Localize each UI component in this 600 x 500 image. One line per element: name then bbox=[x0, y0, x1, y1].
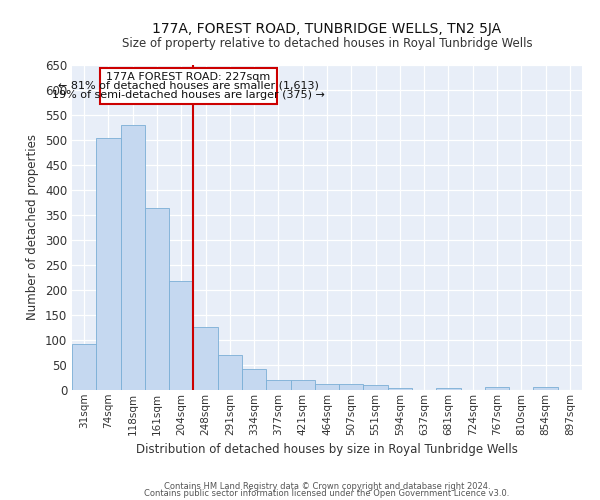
Bar bbox=[96, 138, 121, 390]
Bar bbox=[485, 386, 509, 390]
Bar bbox=[121, 125, 145, 390]
Bar bbox=[315, 384, 339, 390]
Bar bbox=[364, 385, 388, 390]
Bar bbox=[242, 369, 266, 390]
Bar bbox=[290, 380, 315, 390]
Bar bbox=[72, 344, 96, 390]
Bar bbox=[218, 355, 242, 390]
Bar bbox=[266, 380, 290, 390]
Bar bbox=[193, 326, 218, 390]
Text: 177A FOREST ROAD: 227sqm: 177A FOREST ROAD: 227sqm bbox=[106, 72, 271, 82]
Bar bbox=[339, 384, 364, 390]
Bar bbox=[533, 386, 558, 390]
Bar bbox=[145, 208, 169, 390]
Text: Contains HM Land Registry data © Crown copyright and database right 2024.: Contains HM Land Registry data © Crown c… bbox=[164, 482, 490, 491]
Text: ← 81% of detached houses are smaller (1,613): ← 81% of detached houses are smaller (1,… bbox=[58, 81, 319, 91]
Bar bbox=[388, 388, 412, 390]
Text: 177A, FOREST ROAD, TUNBRIDGE WELLS, TN2 5JA: 177A, FOREST ROAD, TUNBRIDGE WELLS, TN2 … bbox=[152, 22, 502, 36]
Bar bbox=[436, 388, 461, 390]
Text: Size of property relative to detached houses in Royal Tunbridge Wells: Size of property relative to detached ho… bbox=[122, 38, 532, 51]
Text: Contains public sector information licensed under the Open Government Licence v3: Contains public sector information licen… bbox=[145, 489, 509, 498]
Y-axis label: Number of detached properties: Number of detached properties bbox=[26, 134, 40, 320]
FancyBboxPatch shape bbox=[100, 68, 277, 104]
Text: 19% of semi-detached houses are larger (375) →: 19% of semi-detached houses are larger (… bbox=[52, 90, 325, 101]
X-axis label: Distribution of detached houses by size in Royal Tunbridge Wells: Distribution of detached houses by size … bbox=[136, 443, 518, 456]
Bar bbox=[169, 281, 193, 390]
